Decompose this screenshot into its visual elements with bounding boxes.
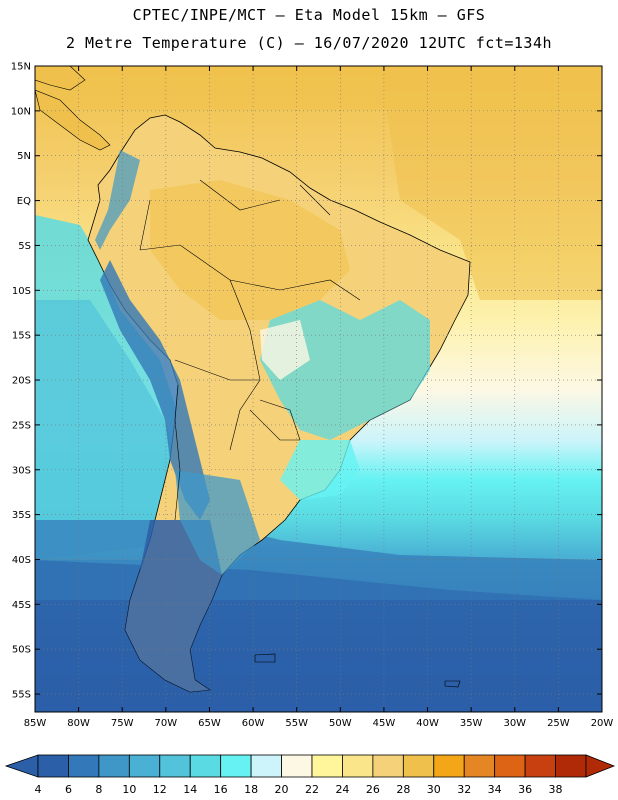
colorbar-swatch	[402, 754, 435, 778]
lat-tick-label: 5N	[17, 151, 31, 162]
colorbar-swatch	[281, 754, 313, 778]
lat-tick-label: 55S	[12, 690, 31, 701]
lat-tick-label: 45S	[12, 600, 31, 611]
colorbar-label: 34	[488, 783, 502, 796]
colorbar-label: 14	[183, 783, 197, 796]
lat-tick-label: 10N	[11, 106, 31, 117]
colorbar-label: 12	[153, 783, 167, 796]
colorbar-swatch	[37, 754, 69, 778]
map-title: CPTEC/INPE/MCT – Eta Model 15km – GFS	[132, 6, 486, 24]
color-legend: 4 6 8 10 12 14 16 18 20 22 24 26 28 30 32 34 36 38	[4, 754, 616, 796]
colorbar-label: 30	[427, 783, 441, 796]
lat-tick-label: 30S	[12, 465, 31, 476]
colorbar-label: 8	[95, 783, 102, 796]
colorbar-label: 24	[335, 783, 349, 796]
colorbar-swatch	[342, 754, 374, 778]
colorbar-label: 22	[305, 783, 319, 796]
colorbar-label: 20	[275, 783, 289, 796]
lat-tick-label: 50S	[12, 645, 31, 656]
lat-tick-label: 35S	[12, 510, 31, 521]
lon-tick-label: 25W	[547, 718, 570, 729]
temperature-field	[35, 66, 602, 712]
colorbar-label: 16	[214, 783, 228, 796]
lat-tick-label: 10S	[12, 286, 31, 297]
colorbar-label: 18	[244, 783, 258, 796]
colorbar-swatch	[372, 754, 404, 778]
lat-tick-label: EQ	[17, 196, 31, 207]
lon-tick-label: 45W	[373, 718, 396, 729]
lon-tick-label: 50W	[329, 718, 352, 729]
colorbar-label: 26	[366, 783, 380, 796]
colorbar-swatch	[159, 754, 191, 778]
colorbar-low-arrow	[4, 754, 39, 778]
colorbar-swatch	[68, 754, 100, 778]
colorbar-label: 10	[122, 783, 136, 796]
colorbar-swatch	[220, 754, 252, 778]
lon-tick-label: 20W	[591, 718, 614, 729]
colorbar-high-arrow	[585, 754, 616, 778]
lon-tick-label: 75W	[111, 718, 134, 729]
colorbar-label: 32	[457, 783, 471, 796]
colorbar-swatch	[189, 754, 222, 778]
lon-tick-label: 30W	[503, 718, 526, 729]
lat-tick-label: 15N	[11, 62, 31, 73]
colorbar-label: 38	[549, 783, 563, 796]
colorbar-label: 28	[396, 783, 410, 796]
lat-tick-label: 20S	[12, 376, 31, 387]
lon-tick-label: 80W	[67, 718, 90, 729]
map-axes: 15N 10N 5N EQ 5S 10S 15S 20S 25S 30S 35S 40S 45S 50S 5…	[11, 62, 614, 730]
lat-tick-label: 25S	[12, 420, 31, 431]
colorbar-label: 6	[65, 783, 72, 796]
lon-tick-label: 85W	[24, 718, 47, 729]
colorbar-swatch	[524, 754, 556, 778]
lon-tick-label: 35W	[460, 718, 483, 729]
lon-tick-label: 60W	[242, 718, 265, 729]
map-frame	[34, 65, 603, 713]
colorbar-swatch	[433, 754, 465, 778]
colorbar-swatch	[311, 754, 343, 778]
lon-tick-label: 40W	[416, 718, 439, 729]
colorbar-swatch	[250, 754, 282, 778]
map-subtitle: 2 Metre Temperature (C) – 16/07/2020 12U…	[65, 34, 553, 52]
lon-tick-label: 65W	[198, 718, 221, 729]
lat-tick-label: 40S	[12, 555, 31, 566]
colorbar-swatch	[555, 754, 587, 778]
lat-tick-label: 15S	[12, 331, 31, 342]
lon-tick-label: 70W	[155, 718, 178, 729]
lat-tick-label: 5S	[18, 241, 31, 252]
colorbar-swatch	[98, 754, 130, 778]
lon-tick-label: 55W	[285, 718, 308, 729]
colorbar-swatch	[463, 754, 496, 778]
colorbar-label: 4	[35, 783, 42, 796]
colorbar-swatch	[128, 754, 161, 778]
colorbar-swatch	[494, 754, 526, 778]
colorbar-label: 36	[518, 783, 532, 796]
